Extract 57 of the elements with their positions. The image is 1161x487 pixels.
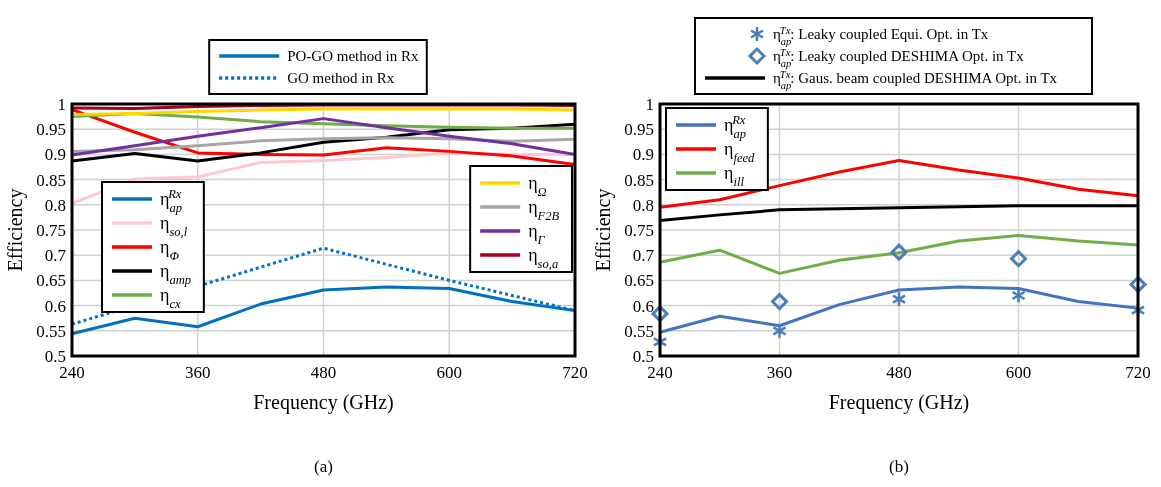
legend-label: η$_{ap}$$^{Tx}$: Gaus. beam coupled DESHIMA Opt. in Tx (773, 68, 1058, 91)
point (1010, 250, 1027, 268)
point (1129, 275, 1147, 293)
x-tick-label: 720 (562, 363, 588, 382)
y-tick-label: 0.6 (44, 296, 66, 316)
x-axis-title: Frequency (GHz) (828, 391, 970, 414)
text: PO-GO method in Rx (287, 47, 419, 64)
legend-label: η$_{F2B}$ (528, 196, 560, 223)
x-tick-label: 720 (1125, 363, 1151, 382)
y-axis-title: Efficiency (4, 188, 27, 272)
x-tick-label: 600 (1005, 363, 1032, 382)
legend-label: η$_{Ω}$ (528, 172, 547, 199)
y-axis-title: Efficiency (592, 188, 615, 272)
y-tick-label: 0.9 (44, 145, 66, 165)
legend-label: η$_{ap}$$^{Tx}$: Leaky coupled DESHIMA Opt. in Tx (773, 46, 1025, 69)
legend-label: η$_{cx}$ (160, 284, 182, 311)
y-tick-label: 0.7 (44, 246, 67, 266)
y-tick-label: 0.9 (632, 145, 654, 165)
legend-label: η$_{amp}$ (160, 260, 192, 287)
legend-label: η$_{Γ}$ (528, 220, 546, 247)
y-tick-label: 0.6 (632, 296, 654, 316)
point (890, 243, 908, 261)
y-tick-label: 1 (645, 95, 654, 114)
legend-label: η$_{so,a}$ (528, 244, 559, 271)
x-tick-label: 600 (436, 363, 462, 382)
x-tick-label: 360 (766, 363, 793, 382)
x-tick-label: 480 (310, 363, 337, 382)
text: (a) (314, 457, 333, 476)
y-tick-label: 0.75 (36, 221, 66, 240)
point (771, 293, 788, 311)
x-tick-label: 360 (185, 363, 211, 382)
x-tick-label: 240 (647, 363, 673, 382)
legend-label: GO method in Rx (287, 69, 395, 86)
y-tick-label: 0.8 (632, 195, 654, 215)
x-tick-label: 480 (886, 363, 912, 382)
y-tick-label: 1 (57, 95, 66, 114)
point (1011, 287, 1026, 304)
point (772, 322, 787, 340)
text: (b) (889, 457, 909, 476)
point (891, 290, 907, 308)
y-tick-label: 0.55 (36, 321, 66, 341)
y-tick-label: 0.65 (624, 271, 654, 291)
x-tick-label: 240 (59, 363, 85, 382)
y-tick-label: 0.55 (624, 321, 654, 341)
y-tick-label: 0.85 (624, 170, 654, 190)
y-tick-label: 0.85 (36, 170, 66, 190)
legend-label: η$_{Φ}$ (160, 236, 180, 263)
y-tick-label: 0.5 (632, 347, 654, 366)
y-tick-label: 0.75 (624, 221, 654, 240)
y-tick-label: 0.95 (36, 120, 66, 140)
y-tick-label: 0.65 (36, 271, 66, 291)
x-axis-title: Frequency (GHz) (253, 391, 394, 414)
y-tick-label: 0.95 (624, 120, 654, 140)
y-tick-label: 0.5 (44, 347, 66, 366)
y-tick-label: 0.7 (632, 246, 655, 266)
y-tick-label: 0.8 (44, 195, 66, 215)
legend-label: η$_{ap}$$^{Tx}$: Leaky coupled Equi. Opt. in Tx (773, 24, 989, 47)
